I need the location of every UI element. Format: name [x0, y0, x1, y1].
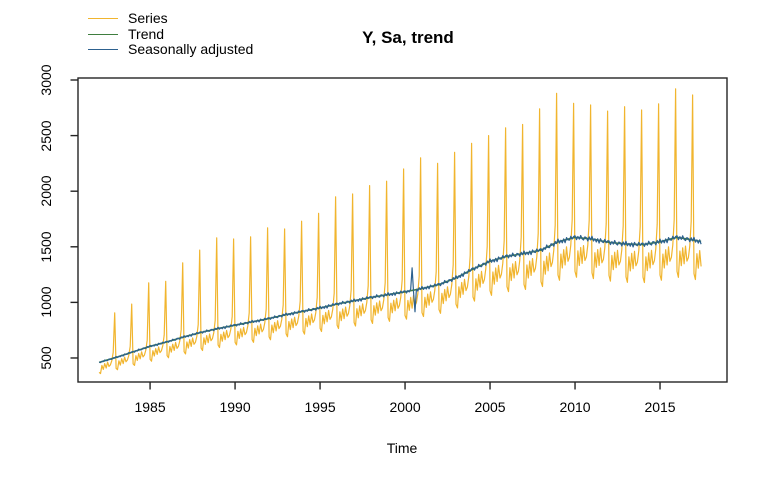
- x-tick-label: 2005: [474, 399, 506, 415]
- x-tick-label: 2010: [559, 399, 591, 415]
- trend-legend-line: [88, 33, 118, 35]
- x-tick-label: 1995: [304, 399, 336, 415]
- plot-border: [77, 77, 728, 383]
- x-tick-label: 2000: [389, 399, 421, 415]
- x-tick-label: 2015: [644, 399, 676, 415]
- axis-tick-marks: [70, 79, 661, 390]
- x-tick-label: 1990: [219, 399, 251, 415]
- legend-label: Seasonally adjusted: [128, 41, 254, 58]
- y-tick-label: 1500: [38, 231, 54, 263]
- legend-item-trend: Trend: [88, 25, 253, 43]
- seasonally-adjusted-legend-line: [88, 49, 118, 51]
- legend-item-series: Series: [88, 11, 253, 27]
- x-tick-label: 1985: [134, 399, 166, 415]
- y-tick-label: 1000: [38, 286, 54, 318]
- series-legend-line: [88, 18, 118, 20]
- legend-item-seasonally-adjusted: Seasonally adjusted: [88, 42, 253, 58]
- seasonally-adjusted-line: [98, 234, 702, 364]
- y-tick-label: 2000: [38, 175, 54, 207]
- legend-label: Trend: [128, 25, 165, 42]
- y-tick-label: 3000: [38, 64, 54, 96]
- chart-legend: Series Trend Seasonally adjusted: [88, 11, 253, 58]
- y-tick-label: 500: [38, 346, 54, 370]
- x-axis-label: Time: [386, 440, 418, 456]
- series-line: [98, 88, 702, 375]
- legend-label: Series: [128, 10, 168, 27]
- y-tick-label: 2500: [38, 120, 54, 152]
- chart-title: Y, Sa, trend: [362, 28, 454, 47]
